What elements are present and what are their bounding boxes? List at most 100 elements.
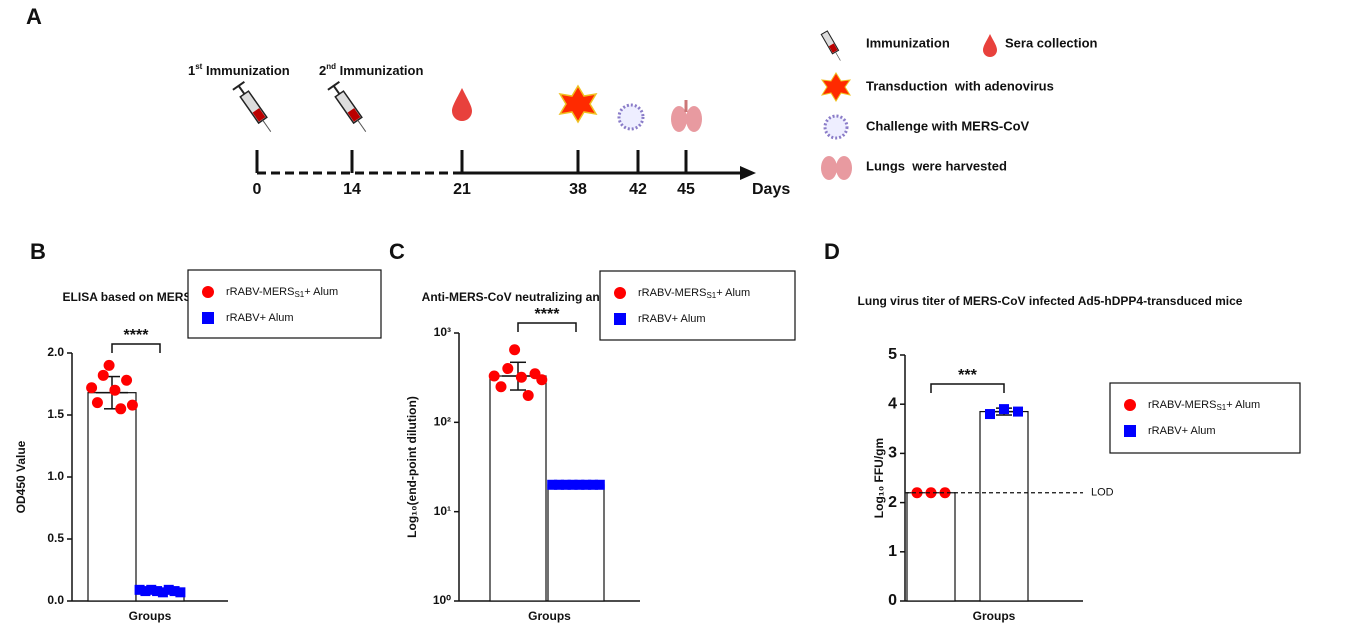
legend-box bbox=[1109, 382, 1301, 454]
panel-label: A bbox=[26, 4, 42, 29]
y-tick-label: 0.5 bbox=[47, 531, 64, 545]
data-point bbox=[134, 584, 145, 595]
data-point bbox=[911, 487, 923, 499]
legend-label: Immunization bbox=[866, 35, 950, 50]
text-part: Immunization bbox=[202, 63, 289, 78]
day-label: 0 bbox=[253, 181, 262, 198]
y-tick-label: 3 bbox=[888, 445, 897, 462]
bar bbox=[87, 392, 137, 602]
significance-label: **** bbox=[124, 327, 150, 344]
y-tick-label: 10³ bbox=[434, 325, 451, 339]
legend-label: rRABV+ Alum bbox=[1148, 425, 1216, 437]
legend-label: rRABV-MERSS1+ Alum bbox=[638, 287, 750, 300]
data-point bbox=[157, 587, 168, 598]
data-point bbox=[515, 371, 527, 383]
data-point bbox=[594, 479, 605, 490]
data-point bbox=[140, 586, 151, 597]
data-point bbox=[109, 384, 121, 396]
timeline-arrow bbox=[740, 166, 756, 180]
text-part: rRABV+ Alum bbox=[226, 312, 294, 324]
syringe-icon bbox=[327, 80, 367, 132]
drop-icon bbox=[452, 88, 472, 121]
data-point bbox=[547, 479, 558, 490]
legend-marker bbox=[1124, 425, 1136, 437]
data-point bbox=[488, 370, 500, 382]
chart-title: Lung virus titer of MERS-CoV infected Ad… bbox=[858, 294, 1243, 308]
data-point bbox=[509, 344, 521, 356]
text-part: S1 bbox=[706, 291, 716, 300]
data-point bbox=[999, 404, 1009, 415]
text-part: rRABV-MERS bbox=[638, 287, 706, 299]
event-label: 2nd Immunization bbox=[319, 62, 423, 78]
days-unit: Days bbox=[752, 181, 790, 198]
data-point bbox=[581, 479, 592, 490]
y-tick-label: 10⁰ bbox=[433, 593, 451, 607]
data-point bbox=[121, 374, 133, 386]
text-part: 1 bbox=[188, 63, 195, 78]
text-part: 2 bbox=[319, 63, 326, 78]
y-axis-label: Log₁₀ FFU/gm bbox=[872, 438, 886, 518]
data-point bbox=[502, 363, 514, 375]
data-point bbox=[554, 479, 564, 490]
y-tick-label: 10¹ bbox=[434, 504, 451, 518]
text-part: rRABV+ Alum bbox=[638, 313, 706, 325]
data-point bbox=[985, 409, 995, 420]
y-tick-label: 4 bbox=[888, 395, 897, 412]
legend-label: Sera collection bbox=[1005, 35, 1098, 50]
y-tick-label: 0 bbox=[888, 592, 897, 609]
bar bbox=[489, 375, 547, 602]
data-point bbox=[1013, 406, 1023, 417]
legend-label: Lungs were harvested bbox=[866, 158, 1007, 173]
significance-bracket bbox=[517, 322, 577, 332]
data-point bbox=[560, 479, 571, 490]
legend-box bbox=[187, 269, 382, 339]
data-point bbox=[588, 479, 598, 490]
legend-label: Transduction with adenovirus bbox=[866, 78, 1054, 93]
day-label: 21 bbox=[453, 181, 471, 198]
significance-bracket bbox=[111, 343, 161, 353]
timeline-icons bbox=[232, 80, 702, 132]
data-point bbox=[163, 584, 174, 595]
data-point bbox=[115, 403, 127, 415]
bar bbox=[979, 410, 1029, 602]
data-point bbox=[152, 586, 163, 597]
data-point bbox=[536, 374, 548, 386]
bar bbox=[547, 484, 605, 602]
virus-icon bbox=[617, 103, 645, 131]
data-point bbox=[97, 369, 109, 381]
text-part: + Alum bbox=[304, 286, 338, 298]
bar bbox=[906, 492, 956, 602]
y-axis-label: OD450 Value bbox=[14, 440, 28, 513]
panel-label: D bbox=[824, 239, 840, 264]
legend-box bbox=[599, 270, 796, 341]
y-tick-label: 1.5 bbox=[47, 407, 64, 421]
y-tick-label: 0.0 bbox=[47, 593, 64, 607]
event-label: 1st Immunization bbox=[188, 62, 290, 78]
legend-label: rRABV+ Alum bbox=[638, 313, 706, 325]
reference-label: LOD bbox=[1091, 487, 1114, 499]
lungs-icon bbox=[671, 100, 702, 132]
x-axis-label: Groups bbox=[973, 609, 1016, 623]
text-part: rRABV-MERS bbox=[1148, 399, 1216, 411]
x-axis-label: Groups bbox=[528, 609, 571, 623]
text-part: Immunization bbox=[336, 63, 423, 78]
y-tick-label: 1.0 bbox=[47, 469, 64, 483]
y-tick-label: 5 bbox=[888, 346, 897, 363]
x-axis-label: Groups bbox=[129, 609, 172, 623]
panel-label: C bbox=[389, 239, 405, 264]
text-part: + Alum bbox=[1226, 399, 1260, 411]
data-point bbox=[169, 586, 180, 597]
legend-marker bbox=[202, 286, 214, 298]
syringe-icon bbox=[232, 80, 272, 132]
data-point bbox=[522, 389, 534, 401]
data-point bbox=[86, 382, 98, 394]
y-tick-label: 10² bbox=[434, 415, 451, 429]
y-axis-label: Log₁₀(end-point dilution) bbox=[405, 396, 419, 538]
legend-label: Challenge with MERS-CoV bbox=[866, 118, 1030, 133]
data-point bbox=[567, 479, 578, 490]
y-tick-label: 2.0 bbox=[47, 345, 64, 359]
day-label: 14 bbox=[343, 181, 361, 198]
legend-label: rRABV-MERSS1+ Alum bbox=[226, 286, 338, 299]
data-point bbox=[925, 487, 937, 499]
